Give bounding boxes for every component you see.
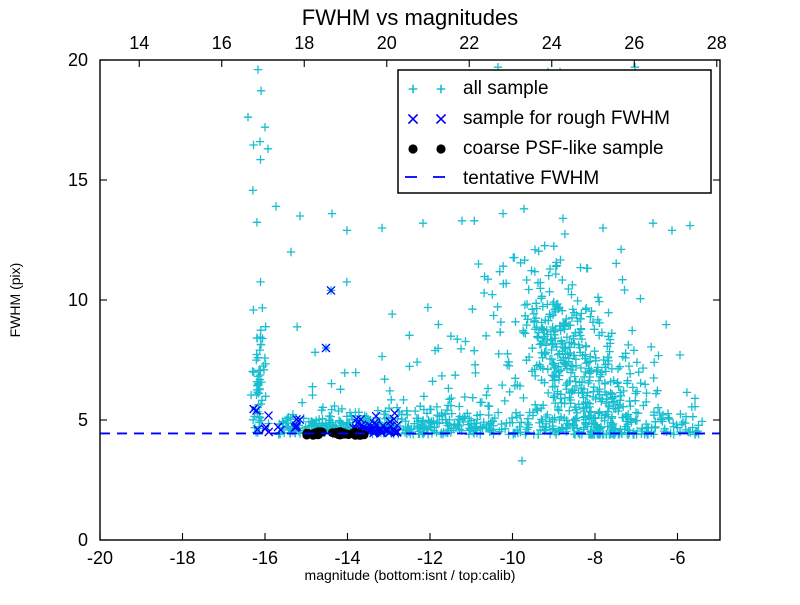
svg-text:-16: -16 [252, 548, 278, 568]
svg-text:coarse PSF-like sample: coarse PSF-like sample [463, 138, 664, 159]
svg-text:20: 20 [377, 33, 397, 53]
svg-text:-8: -8 [587, 548, 603, 568]
svg-text:16: 16 [212, 33, 232, 53]
svg-text:28: 28 [707, 33, 727, 53]
svg-text:20: 20 [68, 50, 88, 70]
svg-text:10: 10 [68, 290, 88, 310]
svg-text:-20: -20 [87, 548, 113, 568]
svg-text:tentative FWHM: tentative FWHM [463, 168, 599, 189]
svg-text:18: 18 [294, 33, 314, 53]
svg-text:-12: -12 [417, 548, 443, 568]
svg-text:all sample: all sample [463, 78, 549, 99]
svg-text:0: 0 [78, 530, 88, 550]
svg-text:-6: -6 [669, 548, 685, 568]
svg-text:magnitude (bottom:isnt / top:c: magnitude (bottom:isnt / top:calib) [305, 567, 516, 583]
svg-text:-18: -18 [169, 548, 195, 568]
svg-text:5: 5 [78, 410, 88, 430]
svg-text:-14: -14 [334, 548, 360, 568]
svg-text:FWHM (pix): FWHM (pix) [7, 263, 23, 338]
svg-text:-10: -10 [499, 548, 525, 568]
svg-text:24: 24 [542, 33, 562, 53]
svg-text:22: 22 [459, 33, 479, 53]
svg-text:sample for rough FWHM: sample for rough FWHM [463, 108, 670, 129]
svg-text:15: 15 [68, 170, 88, 190]
svg-text:14: 14 [129, 33, 149, 53]
svg-text:FWHM vs magnitudes: FWHM vs magnitudes [302, 5, 518, 30]
svg-text:26: 26 [624, 33, 644, 53]
